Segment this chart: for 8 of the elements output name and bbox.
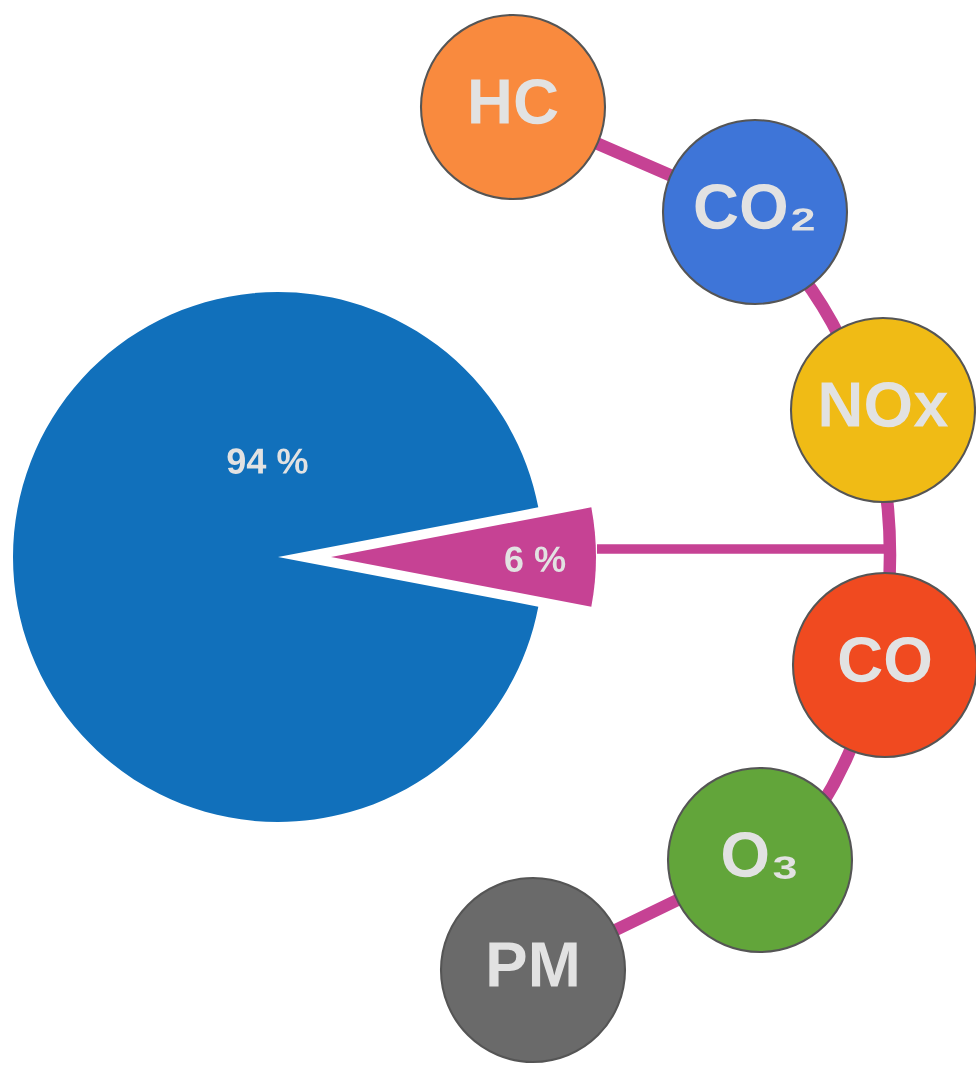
text: PM xyxy=(489,942,577,987)
data-label: 94 % xyxy=(227,448,308,474)
text: O₃ xyxy=(723,831,796,879)
text: NOx xyxy=(821,381,949,428)
data-label: 6 % xyxy=(505,546,566,572)
text: CO xyxy=(839,636,931,683)
text: HC xyxy=(471,78,558,125)
text: CO₂ xyxy=(695,183,814,231)
